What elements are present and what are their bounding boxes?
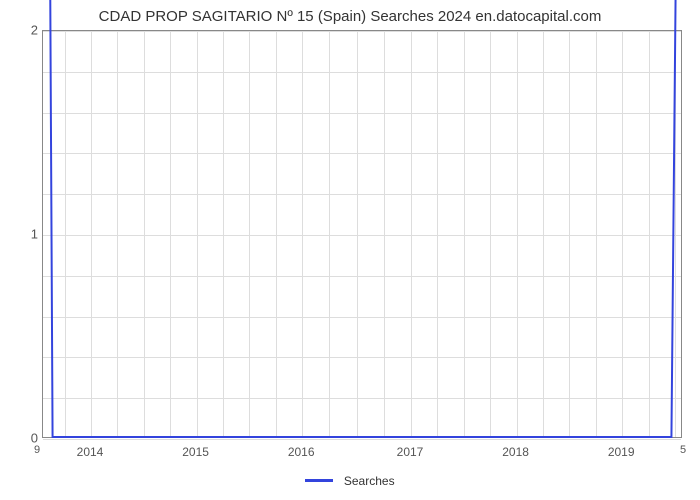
legend-label: Searches	[344, 474, 395, 488]
y-tick-label: 1	[8, 227, 38, 242]
y-tick-label: 2	[8, 23, 38, 38]
x-tick-label: 2016	[288, 445, 315, 459]
chart-title: CDAD PROP SAGITARIO Nº 15 (Spain) Search…	[0, 8, 700, 25]
x-tick-label: 2019	[608, 445, 635, 459]
x-tick-label: 2014	[77, 445, 104, 459]
x-tick-label: 2017	[397, 445, 424, 459]
legend-swatch	[305, 479, 333, 482]
chart-container: CDAD PROP SAGITARIO Nº 15 (Spain) Search…	[0, 0, 700, 500]
x-tick-label: 2018	[502, 445, 529, 459]
endpoint-label-left: 9	[34, 444, 38, 456]
x-tick-label: 2015	[182, 445, 209, 459]
data-series-line	[43, 31, 681, 437]
plot-area	[42, 30, 682, 438]
endpoint-label-right: 5	[680, 444, 686, 456]
legend: Searches	[0, 472, 700, 490]
grid-line-h	[43, 439, 681, 440]
